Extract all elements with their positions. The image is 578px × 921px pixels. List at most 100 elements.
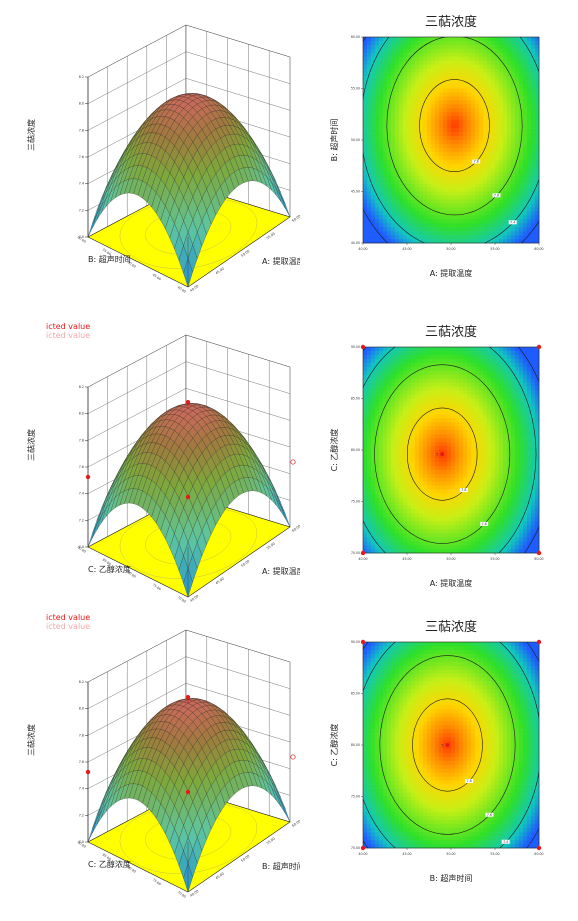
contour-cell <box>387 485 392 490</box>
contour-cell <box>363 179 368 184</box>
contour-cell <box>471 207 476 212</box>
contour-cell <box>407 537 412 542</box>
wall-gridline <box>87 361 187 414</box>
contour-cell <box>479 199 484 204</box>
contour-cell <box>423 219 428 224</box>
contour-cell <box>431 501 436 506</box>
contour-cell <box>479 96 484 101</box>
contour-cell <box>371 426 376 431</box>
contour-cell <box>391 406 396 411</box>
contour-cell <box>403 366 408 372</box>
contour-cell <box>427 239 432 244</box>
contour-cell <box>447 354 452 360</box>
contour-cell <box>479 434 484 439</box>
contour-cell <box>479 366 484 372</box>
contour-cell <box>419 92 424 97</box>
contour-cell <box>439 96 444 101</box>
contour-cell <box>387 92 392 97</box>
contour-cell <box>483 354 488 360</box>
contour-cell <box>443 104 448 109</box>
contour-cell <box>403 398 408 403</box>
contour-cell <box>411 394 416 399</box>
contour-cell <box>391 235 396 240</box>
contour-cell <box>431 513 436 518</box>
contour-cell <box>507 88 512 93</box>
contour-cell <box>423 48 428 54</box>
contour-cell <box>471 235 476 240</box>
contour-cell <box>475 350 480 356</box>
contour-cell <box>395 179 400 184</box>
contour-cell <box>435 382 440 387</box>
contour-cell <box>443 358 448 364</box>
contour-cell <box>387 362 392 368</box>
contour-cell <box>395 477 400 482</box>
contour-cell <box>467 386 472 391</box>
contour-cell <box>387 191 392 196</box>
contour-cell <box>363 88 368 93</box>
contour-cell <box>423 223 428 228</box>
contour-cell <box>423 545 428 550</box>
contour-cell <box>511 167 516 172</box>
contour-cell <box>379 525 384 530</box>
contour-cell <box>395 489 400 494</box>
contour-cell <box>427 525 432 530</box>
contour-cell <box>507 239 512 244</box>
contour-cell <box>379 37 384 42</box>
contour-cell <box>407 120 412 125</box>
contour-cell <box>439 537 444 542</box>
contour-cell <box>403 461 408 467</box>
contour-cell <box>371 136 376 141</box>
contour-cell <box>391 52 396 58</box>
contour-cell <box>479 56 484 62</box>
contour-cell <box>415 231 420 236</box>
contour-cell <box>435 120 440 125</box>
contour-cell <box>467 44 472 50</box>
contour-cell <box>435 167 440 172</box>
contour-cell <box>499 207 504 212</box>
contour-cell <box>487 183 492 188</box>
contour-cell <box>395 215 400 220</box>
contour-cell <box>407 453 412 459</box>
contour-cell <box>379 378 384 383</box>
contour-cell <box>419 64 424 69</box>
contour-cell <box>491 64 496 69</box>
contour-cell <box>407 481 412 486</box>
contour-cell <box>487 231 492 236</box>
contour-cell <box>443 80 448 85</box>
contour-cell <box>503 88 508 93</box>
contour-cell <box>419 211 424 216</box>
contour-cell <box>427 374 432 379</box>
contour-cell <box>391 44 396 50</box>
contour-cell <box>471 92 476 97</box>
contour-cell <box>411 151 416 157</box>
contour-cell <box>387 481 392 486</box>
contour-cell <box>503 100 508 105</box>
contour-cell <box>427 68 432 73</box>
contour-cell <box>411 533 416 538</box>
contour-cell <box>451 362 456 368</box>
contour-cell <box>415 362 420 368</box>
contour-cell <box>507 72 512 77</box>
contour-cell <box>379 108 384 113</box>
contour-cell <box>431 227 436 232</box>
contour-cell <box>535 155 540 161</box>
contour-cell <box>375 92 380 97</box>
contour-cell <box>411 382 416 387</box>
contour-cell <box>399 418 404 423</box>
contour-cell <box>471 183 476 188</box>
contour-cell <box>455 430 460 435</box>
contour-cell <box>419 521 424 526</box>
contour-cell <box>371 473 376 479</box>
contour-cell <box>379 414 384 419</box>
contour-cell <box>419 442 424 447</box>
contour-cell <box>443 231 448 236</box>
contour-cell <box>383 235 388 240</box>
contour-cell <box>463 199 468 204</box>
contour-cell <box>395 167 400 172</box>
contour-cell <box>411 434 416 439</box>
contour-cell <box>375 350 380 356</box>
contour-cell <box>375 72 380 77</box>
contour-cell <box>399 223 404 228</box>
contour-cell <box>391 179 396 184</box>
contour-cell <box>427 457 432 463</box>
